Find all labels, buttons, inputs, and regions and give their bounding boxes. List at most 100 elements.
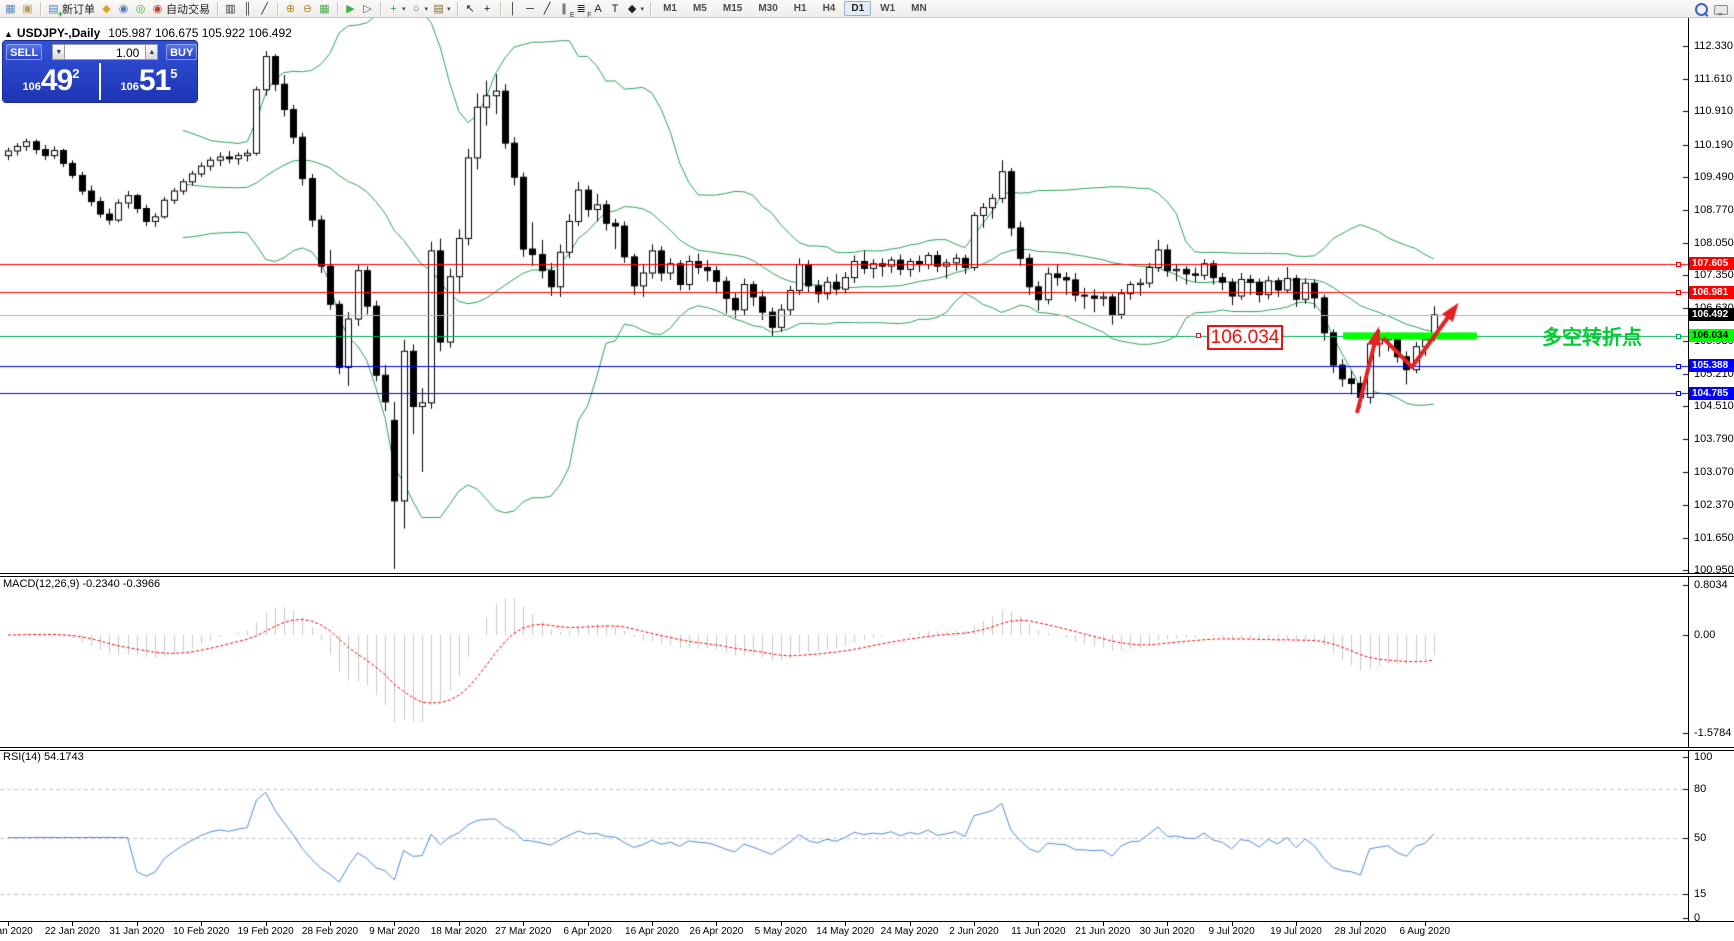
indicators-icon[interactable]: + [390, 2, 397, 15]
candlestick-icon[interactable]: ║ [243, 2, 252, 15]
date-axis-label: 19 Jul 2020 [1270, 926, 1322, 937]
tile-windows-icon[interactable]: ▦ [319, 2, 330, 15]
sell-price-display[interactable]: 106492 [22, 64, 80, 97]
bar-chart-icon[interactable]: ▥ [225, 2, 236, 15]
toolbar-separator [277, 1, 278, 16]
line-chart-icon[interactable]: ╱ [261, 2, 268, 15]
annotation-anchor-handle[interactable] [1196, 333, 1201, 338]
timeframe-m1[interactable]: M1 [663, 3, 677, 14]
horizontal-line-icon[interactable]: ─ [526, 2, 534, 15]
arrows-icon[interactable]: ◆ [627, 2, 637, 15]
chat-icon[interactable] [1714, 4, 1728, 16]
timeframe-m5[interactable]: M5 [692, 3, 707, 14]
date-axis-label: 24 May 2020 [880, 926, 939, 937]
date-axis-label: 11 Jun 2020 [1011, 926, 1066, 937]
rsi-axis-tick: 80 [1694, 783, 1707, 796]
date-axis-label: 9 Jul 2020 [1208, 926, 1255, 937]
chart-canvas[interactable] [0, 18, 1688, 921]
cursor-icon[interactable]: ↖ [465, 2, 475, 15]
chart-window: ▲ USDJPY-,Daily 105.987 106.675 105.922 10… [0, 18, 1734, 941]
text-label-icon[interactable]: T [611, 2, 619, 15]
volume-stepper: ▼ 1.00 ▲ [52, 44, 159, 60]
timeframe-m15[interactable]: M15 [722, 3, 743, 14]
styler-icon[interactable]: ◆ [102, 2, 111, 15]
volume-up-button[interactable]: ▲ [145, 44, 159, 60]
date-axis-tick [587, 922, 589, 926]
vertical-line-icon[interactable]: │ [509, 2, 517, 15]
date-axis-tick [136, 922, 138, 926]
templates-icon[interactable]: ▤ [433, 2, 444, 15]
price-annotation-box[interactable]: 106.034 [1207, 325, 1283, 350]
turning-point-annotation[interactable]: 多空转折点 [1542, 327, 1642, 349]
crosshair-icon[interactable]: + [483, 2, 491, 15]
new-chart-icon[interactable]: ▦ [5, 2, 16, 15]
toolbar: ▦ ▣ ▤ + 新订单 ◆ ◉ ◎ ◉ 自动交易 ▥ ║ ╱ ⊕ ⊖ ▦ ▶ ▷ + ▾ ○ ▾ ▤ ▾ ↖ + │ ─ ╱ ∥ E ≣ F A T… [0, 0, 1734, 19]
autotrading-icon[interactable]: ◉ [152, 2, 163, 15]
equidistant-channel-icon[interactable]: ∥ E [561, 2, 575, 19]
macd-panel-separator[interactable] [0, 573, 1734, 577]
timeframe-h4[interactable]: H4 [822, 3, 836, 14]
price-axis-tick: 110.190 [1694, 138, 1733, 151]
level-line-handle[interactable] [1676, 261, 1681, 267]
signals-icon[interactable]: ◎ [135, 2, 146, 15]
toolbar-separator [40, 1, 41, 16]
rsi-panel-separator[interactable] [0, 747, 1734, 751]
periods-icon[interactable]: ○ [412, 2, 420, 15]
date-axis-tick [201, 922, 203, 926]
indicators-dropdown-icon[interactable]: ▾ [402, 5, 406, 13]
toolbar-separator [217, 1, 218, 16]
level-line-handle[interactable] [1676, 363, 1681, 369]
timeframe-mn[interactable]: MN [911, 3, 927, 14]
date-axis-label: 3 Jan 2020 [0, 926, 33, 937]
level-line-handle[interactable] [1676, 290, 1681, 296]
level-price-tag: 106.981 [1689, 285, 1734, 299]
buy-price-display[interactable]: 106515 [120, 64, 178, 97]
zoom-in-icon[interactable]: ⊕ [285, 2, 296, 15]
macd-axis-tick: -1.5784 [1694, 727, 1732, 740]
timeframe-m30[interactable]: M30 [758, 3, 778, 14]
price-axis-tick: 104.510 [1694, 400, 1734, 413]
fibonacci-icon[interactable]: ≣ F [576, 2, 592, 19]
timeframe-h1[interactable]: H1 [793, 3, 807, 14]
rsi-axis-tick: 0 [1694, 912, 1701, 924]
macd-axis-tick: 0.00 [1694, 629, 1716, 641]
toolbar-separator [456, 1, 458, 16]
search-icon[interactable] [1695, 3, 1708, 16]
date-axis-tick [1167, 922, 1169, 926]
templates-dropdown-icon[interactable]: ▾ [447, 5, 451, 13]
price-divider [99, 63, 101, 100]
volume-down-button[interactable]: ▼ [52, 44, 66, 60]
date-axis-label: 5 May 2020 [754, 926, 807, 937]
level-line-handle[interactable] [1676, 333, 1681, 339]
timeframe-d1[interactable]: D1 [844, 1, 872, 16]
auto-scroll-icon[interactable]: ▶ [346, 2, 355, 15]
chart-shift-icon[interactable]: ▷ [363, 2, 372, 15]
timeframe-w1[interactable]: W1 [880, 3, 896, 14]
price-axis-tick: 108.770 [1694, 203, 1734, 216]
trendline-icon[interactable]: ╱ [543, 2, 551, 15]
volume-input[interactable]: 1.00 [65, 44, 146, 60]
price-axis-tick: 111.610 [1694, 73, 1733, 86]
new-order-icon[interactable]: ▤ + [48, 2, 63, 19]
sell-button[interactable]: SELL [6, 44, 43, 60]
date-axis-label: 22 Jan 2020 [44, 926, 100, 937]
publisher-icon[interactable]: ◉ [118, 2, 129, 15]
level-line-handle[interactable] [1676, 391, 1681, 397]
date-axis-label: 18 Mar 2020 [430, 926, 487, 937]
new-order-label[interactable]: 新订单 [62, 3, 95, 16]
buy-button[interactable]: BUY [166, 44, 197, 60]
toolbar-separator [499, 1, 501, 16]
autotrading-label[interactable]: 自动交易 [166, 3, 210, 16]
level-price-tag: 105.388 [1689, 359, 1734, 373]
collapse-triangle-icon[interactable]: ▲ [4, 29, 13, 39]
ohlc-values: 105.987 106.675 105.922 106.492 [108, 26, 292, 40]
profiles-icon[interactable]: ▣ [22, 2, 33, 15]
arrows-dropdown-icon[interactable]: ▾ [640, 5, 645, 13]
text-icon[interactable]: A [594, 2, 602, 15]
date-axis-label: 10 Feb 2020 [173, 926, 230, 937]
periods-dropdown-icon[interactable]: ▾ [424, 5, 429, 13]
date-axis-tick [458, 922, 460, 926]
zoom-out-icon[interactable]: ⊖ [302, 2, 313, 15]
price-axis: 112.330 111.610 110.910 110.190 109.490 108.7… [1688, 18, 1734, 924]
date-axis-tick [974, 922, 975, 926]
